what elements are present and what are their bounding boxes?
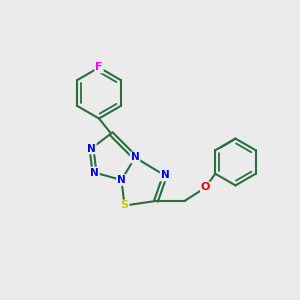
Text: N: N	[117, 175, 126, 185]
Text: N: N	[130, 152, 140, 163]
Text: N: N	[87, 143, 96, 154]
Text: O: O	[201, 182, 210, 193]
Text: N: N	[160, 170, 169, 181]
Text: N: N	[90, 167, 99, 178]
Text: F: F	[95, 62, 103, 73]
Text: S: S	[121, 200, 128, 211]
